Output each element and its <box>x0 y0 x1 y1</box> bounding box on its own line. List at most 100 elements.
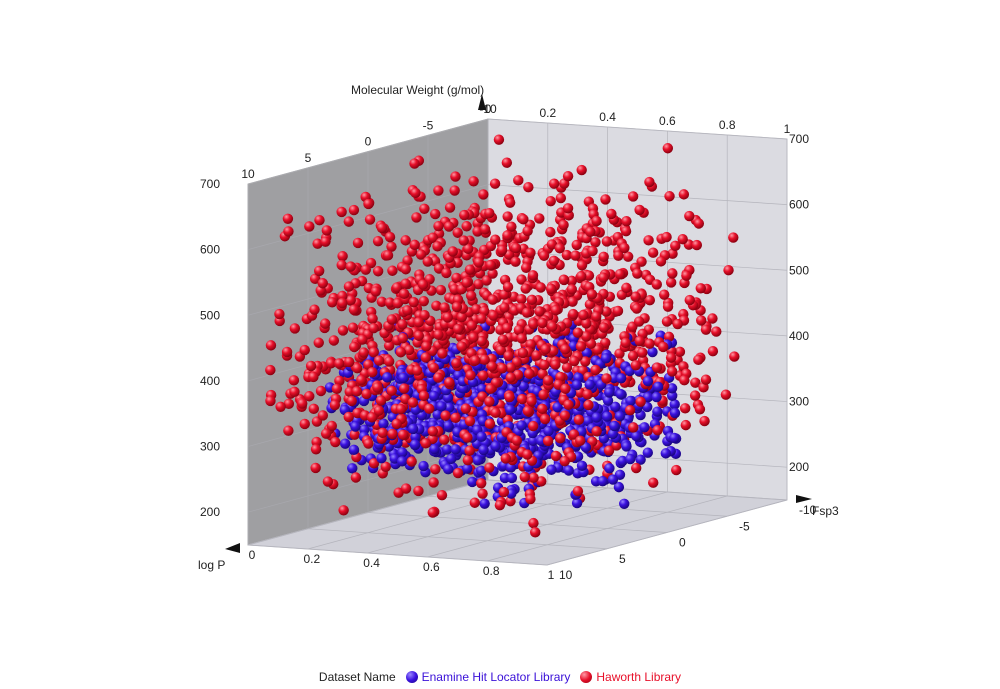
haworth-point <box>571 239 582 251</box>
haworth-point <box>518 214 529 225</box>
haworth-point <box>400 235 411 246</box>
haworth-point <box>347 322 359 333</box>
haworth-point <box>468 176 479 187</box>
haworth-point <box>479 354 490 365</box>
haworth-point <box>352 237 364 249</box>
haworth-point <box>450 412 461 424</box>
enamine-point <box>613 481 625 493</box>
haworth-point <box>621 282 632 294</box>
haworth-point <box>655 256 667 267</box>
haworth-point <box>591 426 602 437</box>
haworth-point <box>464 415 476 427</box>
haworth-point <box>665 352 677 363</box>
haworth-point <box>696 315 707 326</box>
haworth-point <box>459 209 470 221</box>
enamine-point <box>604 463 615 474</box>
haworth-point <box>501 157 513 168</box>
haworth-point <box>282 213 294 224</box>
haworth-point <box>431 300 442 312</box>
enamine-point <box>591 412 602 423</box>
haworth-point <box>693 218 705 229</box>
haworth-point <box>432 241 443 252</box>
legend-item-enamine[interactable]: Enamine Hit Locator Library <box>405 670 570 684</box>
haworth-point <box>326 420 338 432</box>
haworth-point <box>562 203 574 214</box>
enamine-point <box>652 381 664 393</box>
haworth-point <box>407 397 419 408</box>
haworth-point <box>601 306 612 317</box>
haworth-point <box>537 403 548 415</box>
tick-label-logp-top: -5 <box>423 118 434 132</box>
haworth-point <box>424 403 435 414</box>
gridline-mw <box>487 118 788 140</box>
tick-label-fsp3-bottom: 0.2 <box>303 552 320 566</box>
haworth-point <box>358 347 369 358</box>
haworth-point <box>398 383 410 394</box>
haworth-point <box>283 425 294 436</box>
haworth-point <box>473 278 484 290</box>
haworth-point <box>337 297 348 309</box>
haworth-point <box>382 250 394 261</box>
tick-label-logp-right: -10 <box>799 503 817 517</box>
haworth-point <box>575 435 586 446</box>
haworth-point <box>485 259 496 271</box>
haworth-point <box>321 225 333 236</box>
haworth-point <box>555 371 566 383</box>
haworth-point <box>373 355 385 366</box>
haworth-point <box>352 362 363 374</box>
haworth-point <box>304 221 315 232</box>
haworth-point <box>619 242 630 254</box>
haworth-point <box>534 213 545 224</box>
haworth-point <box>275 401 286 412</box>
haworth-point <box>289 386 300 398</box>
enamine-point <box>631 430 642 442</box>
haworth-point <box>476 313 487 324</box>
enamine-point <box>516 420 527 431</box>
enamine-point <box>571 379 583 391</box>
enamine-point <box>409 439 421 450</box>
legend-swatch-haworth <box>580 671 593 683</box>
haworth-point <box>351 386 363 397</box>
haworth-point <box>614 268 626 280</box>
haworth-point <box>386 385 397 396</box>
haworth-point <box>598 322 610 333</box>
legend-item-haworth[interactable]: Haworth Library <box>580 670 681 684</box>
haworth-point <box>521 307 533 318</box>
haworth-point <box>632 268 643 279</box>
enamine-point <box>442 420 454 432</box>
haworth-point <box>591 311 602 322</box>
enamine-point <box>660 448 672 459</box>
haworth-point <box>539 359 550 371</box>
haworth-point <box>497 334 509 345</box>
haworth-point <box>644 176 655 188</box>
haworth-point <box>328 335 340 346</box>
haworth-point <box>677 234 688 245</box>
haworth-point <box>720 389 732 400</box>
haworth-point <box>361 388 372 400</box>
haworth-point <box>428 362 439 374</box>
haworth-point <box>527 270 539 281</box>
haworth-point <box>460 403 472 414</box>
haworth-point <box>522 449 533 460</box>
haworth-point <box>576 260 588 271</box>
haworth-point <box>700 324 712 335</box>
haworth-point <box>516 293 527 305</box>
haworth-point <box>299 344 310 356</box>
haworth-point <box>520 283 531 294</box>
haworth-point <box>419 203 430 214</box>
haworth-point <box>436 489 448 501</box>
enamine-point <box>609 420 620 432</box>
haworth-point <box>329 399 341 411</box>
haworth-point <box>567 308 579 320</box>
haworth-point <box>274 308 285 320</box>
axis-walls <box>247 118 788 566</box>
haworth-point <box>297 398 308 409</box>
haworth-point <box>449 185 460 196</box>
haworth-point <box>503 350 514 362</box>
haworth-point <box>634 335 645 347</box>
haworth-point <box>658 341 669 353</box>
haworth-point <box>584 299 596 310</box>
haworth-point <box>592 344 603 355</box>
haworth-point <box>413 485 424 497</box>
haworth-point <box>633 316 645 327</box>
